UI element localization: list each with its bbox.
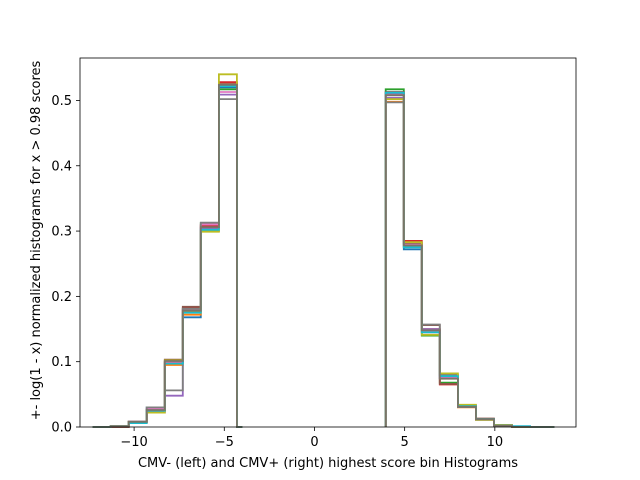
y-axis: 0.0 0.1 0.2 0.3 0.4 0.5 bbox=[51, 94, 80, 436]
y-tick-label: 0.0 bbox=[51, 421, 72, 436]
plot-frame bbox=[79, 57, 577, 428]
x-axis-title: CMV- (left) and CMV+ (right) highest sco… bbox=[138, 456, 518, 471]
x-tick-label: 5 bbox=[401, 435, 409, 450]
x-tick-label: 10 bbox=[487, 435, 504, 450]
y-tick-label: 0.3 bbox=[51, 225, 72, 240]
y-axis-title: +- log(1 - x) normalized histograms for … bbox=[29, 61, 44, 421]
y-tick-label: 0.5 bbox=[51, 94, 72, 109]
x-tick-label: −10 bbox=[120, 435, 147, 450]
y-tick-label: 0.4 bbox=[51, 159, 72, 174]
x-tick-label: −5 bbox=[215, 435, 234, 450]
x-axis: −10 −5 0 5 10 bbox=[120, 427, 503, 450]
y-tick-label: 0.2 bbox=[51, 290, 72, 305]
y-tick-label: 0.1 bbox=[51, 355, 72, 370]
x-tick-label: 0 bbox=[310, 435, 318, 450]
series-11-negative-step-line bbox=[92, 83, 243, 428]
